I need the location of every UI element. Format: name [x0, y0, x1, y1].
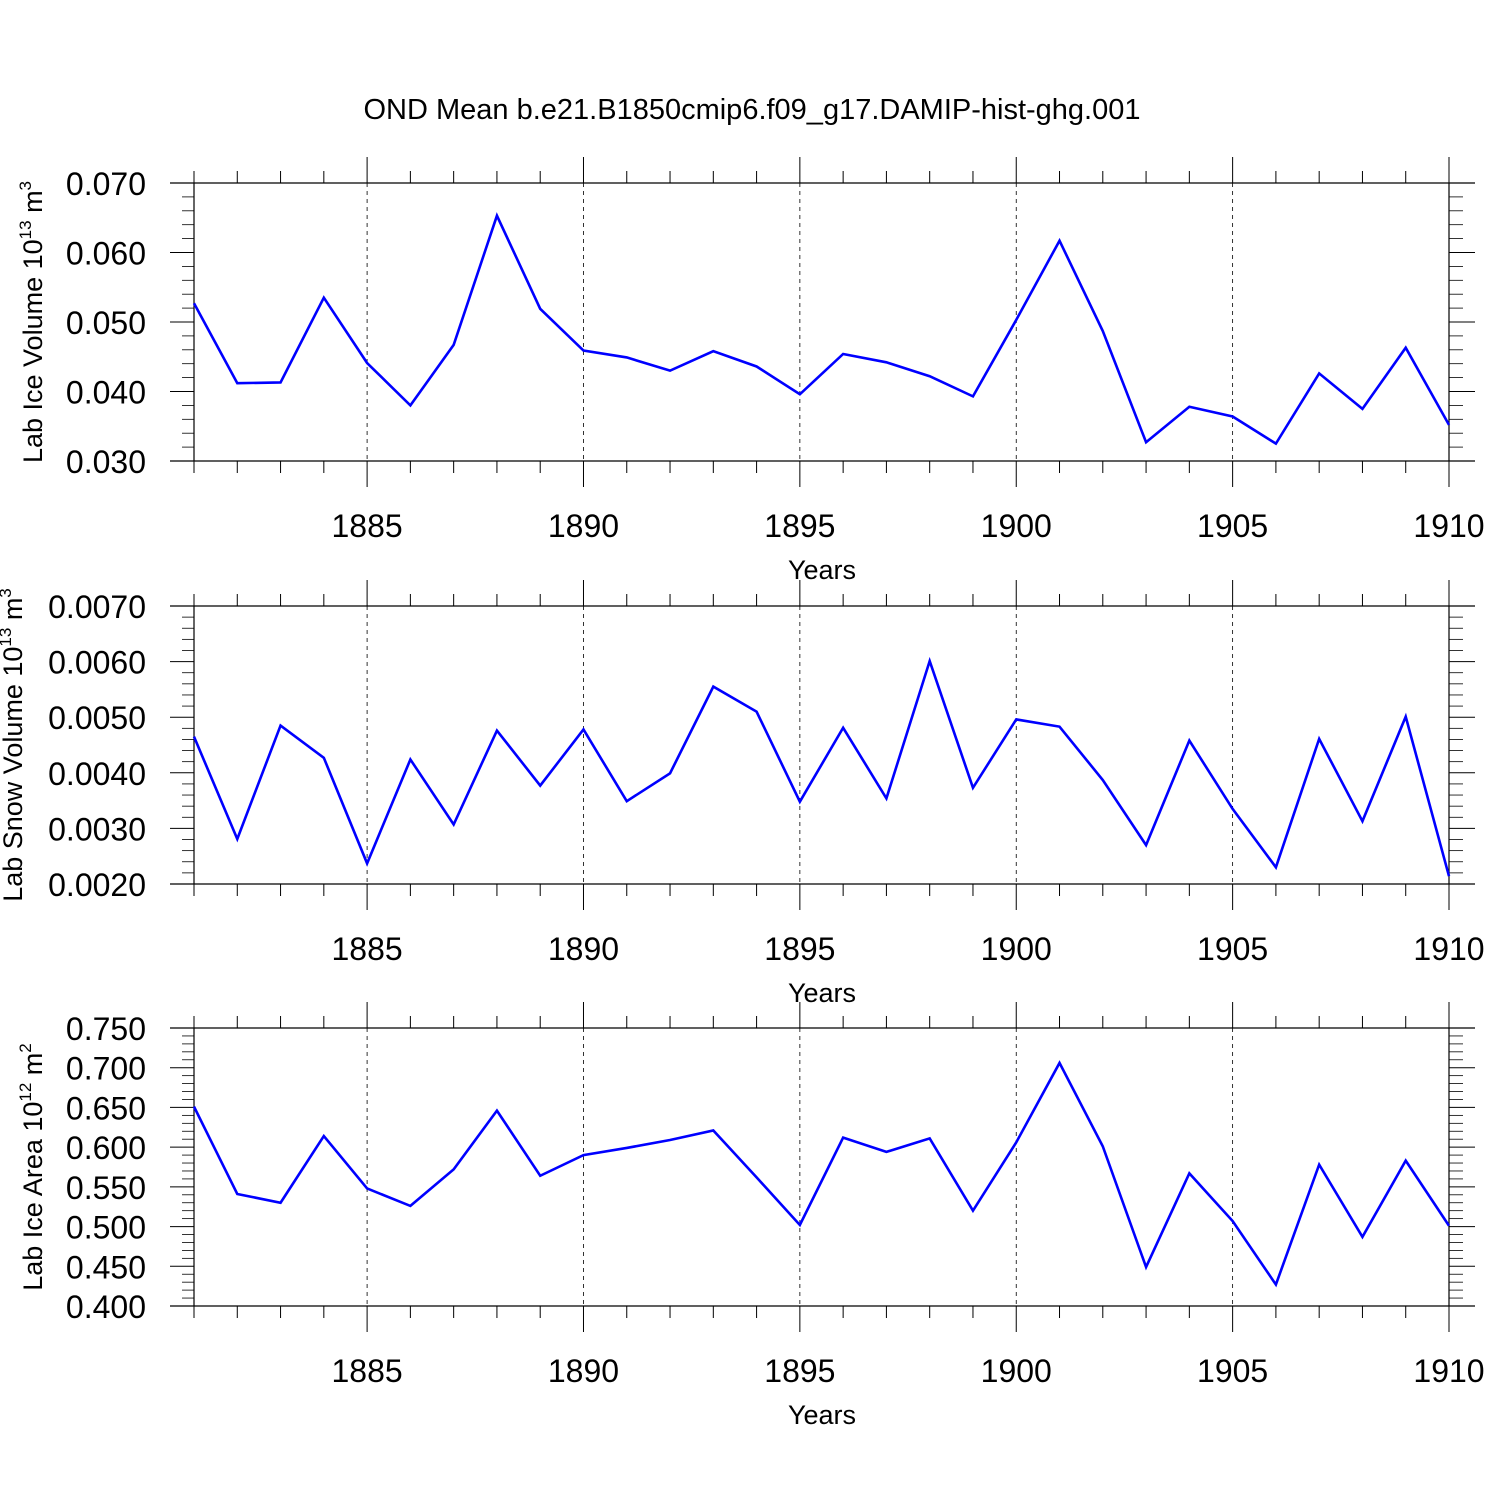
y-tick-label: 0.040 — [66, 375, 146, 411]
x-tick-label: 1905 — [1197, 508, 1268, 544]
x-tick-label: 1895 — [764, 931, 835, 967]
y-tick-label: 0.050 — [66, 305, 146, 341]
x-tick-label: 1895 — [764, 508, 835, 544]
x-tick-label: 1910 — [1413, 1353, 1484, 1389]
x-axis-label: Years — [788, 1400, 856, 1430]
x-tick-label: 1900 — [981, 508, 1052, 544]
y-tick-label: 0.070 — [66, 166, 146, 202]
y-tick-label: 0.030 — [66, 444, 146, 480]
y-tick-label: 0.0040 — [48, 756, 146, 792]
x-tick-label: 1885 — [332, 931, 403, 967]
x-axis-label: Years — [788, 555, 856, 585]
y-tick-label: 0.0050 — [48, 700, 146, 736]
series-line — [192, 656, 1451, 877]
series-line — [192, 1060, 1451, 1288]
figure-title: OND Mean b.e21.B1850cmip6.f09_g17.DAMIP-… — [364, 94, 1141, 126]
y-tick-label: 0.500 — [66, 1210, 146, 1246]
x-tick-label: 1900 — [981, 1353, 1052, 1389]
x-tick-label: 1905 — [1197, 1353, 1268, 1389]
x-tick-label: 1890 — [548, 508, 619, 544]
y-tick-label: 0.0070 — [48, 589, 146, 625]
series-line — [192, 212, 1451, 446]
y-axis-label: Lab Ice Volume 1013 m3 — [16, 181, 48, 463]
x-tick-label: 1890 — [548, 931, 619, 967]
x-tick-label: 1885 — [332, 1353, 403, 1389]
y-tick-label: 0.600 — [66, 1130, 146, 1166]
y-tick-label: 0.0030 — [48, 811, 146, 847]
x-axis-label: Years — [788, 978, 856, 1008]
y-tick-label: 0.700 — [66, 1051, 146, 1087]
y-axis-label: Lab Snow Volume 1013 m3 — [0, 588, 28, 902]
y-tick-label: 0.400 — [66, 1289, 146, 1325]
y-tick-label: 0.0060 — [48, 645, 146, 681]
x-tick-label: 1890 — [548, 1353, 619, 1389]
x-tick-label: 1910 — [1413, 931, 1484, 967]
y-tick-label: 0.750 — [66, 1011, 146, 1047]
x-tick-label: 1910 — [1413, 508, 1484, 544]
x-tick-label: 1885 — [332, 508, 403, 544]
y-tick-label: 0.060 — [66, 236, 146, 272]
y-tick-label: 0.450 — [66, 1249, 146, 1285]
y-tick-label: 0.550 — [66, 1170, 146, 1206]
panel-1: 0.030 0.040 0.050 0.060 0.070 1885 1890 1895 190… — [16, 157, 1485, 585]
y-tick-label: 0.0020 — [48, 867, 146, 903]
panel-2: 0.0020 0.0030 0.0040 0.0050 0.0060 0.0070 1885… — [0, 580, 1485, 1008]
y-axis-label: Lab Ice Area 1012 m2 — [16, 1043, 48, 1291]
y-tick-label: 0.650 — [66, 1090, 146, 1126]
x-tick-label: 1900 — [981, 931, 1052, 967]
x-tick-label: 1905 — [1197, 931, 1268, 967]
x-tick-label: 1895 — [764, 1353, 835, 1389]
